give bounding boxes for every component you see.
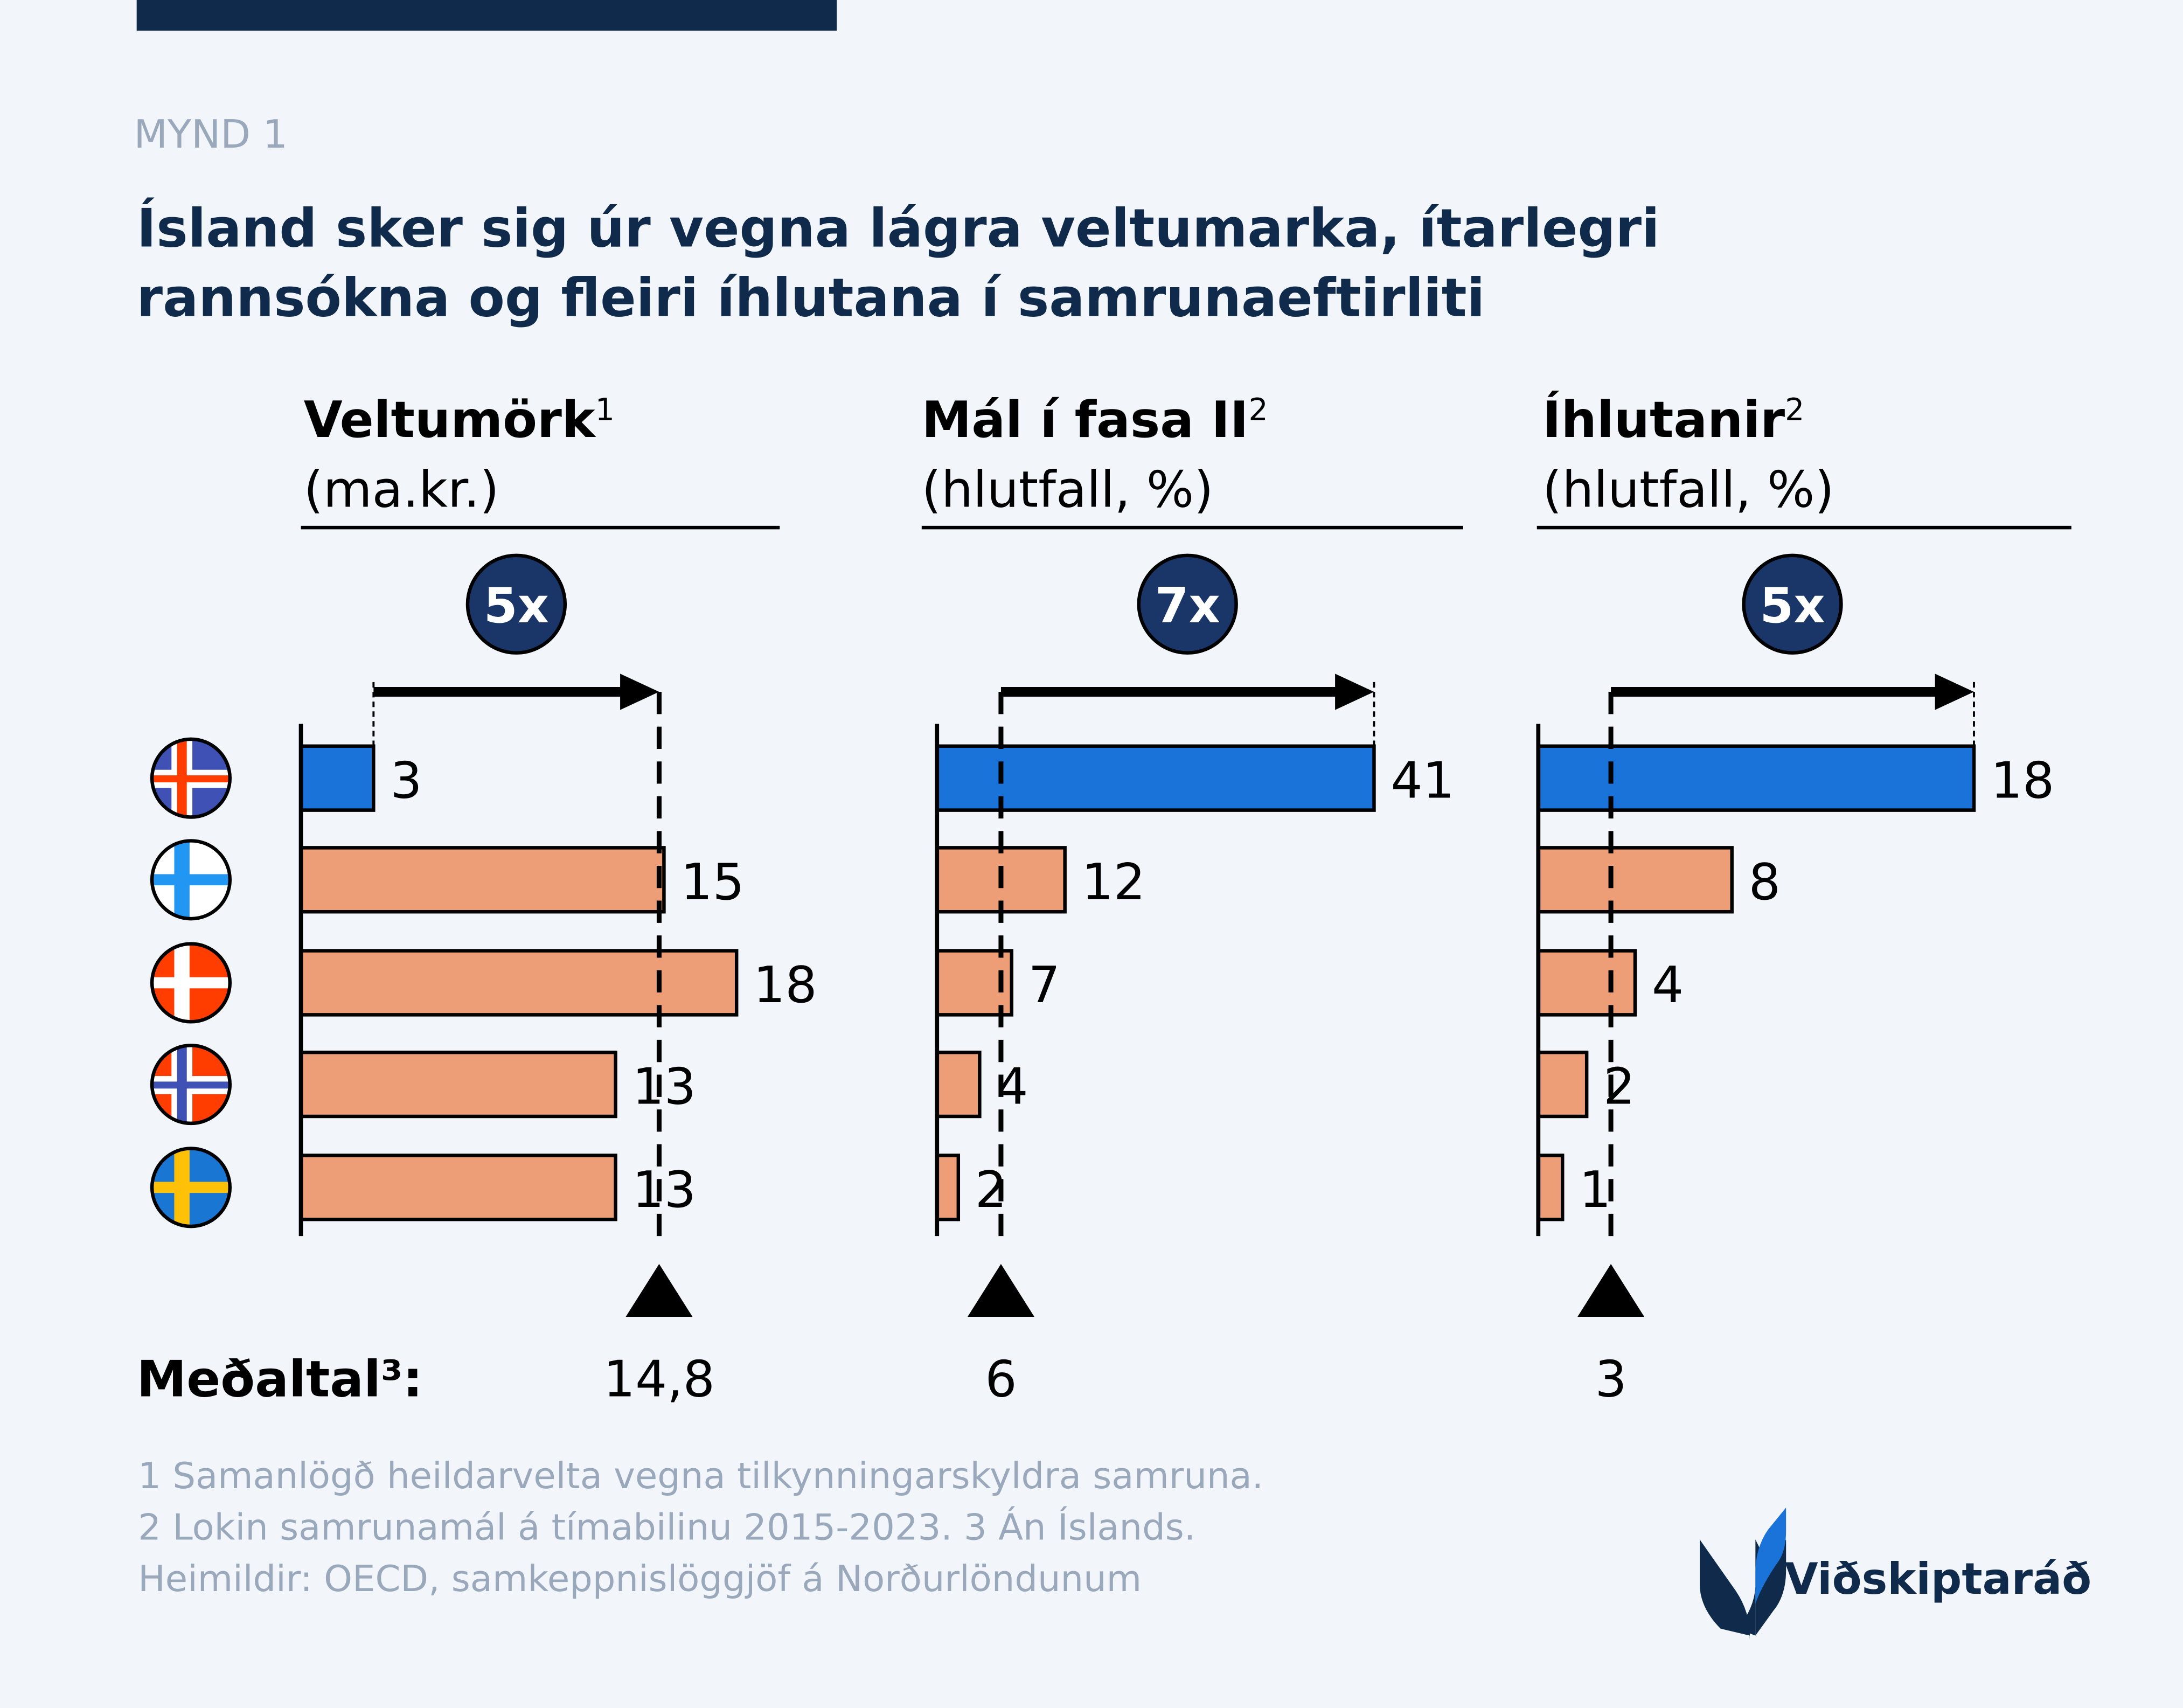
bar-value-label: 12 [1082, 853, 1145, 911]
flag-norway-icon [152, 1045, 230, 1123]
panel-title: Veltumörk1 [304, 391, 615, 449]
bar-value-label: 41 [1391, 751, 1454, 809]
bar-value-label: 18 [1991, 751, 2054, 809]
bar-iceland [935, 744, 1376, 812]
bar-denmark [299, 949, 739, 1017]
multiplier-badge [1137, 553, 1238, 655]
bar-value-label: 13 [632, 1058, 696, 1116]
title-line-2: rannsókna og fleiri íhlutana í samrunaef… [137, 267, 1485, 329]
bar-value-label: 2 [1603, 1058, 1635, 1116]
logo-blue-leaf-icon [1755, 1507, 1786, 1604]
bar-norway [299, 1050, 617, 1119]
bar-value-label: 18 [753, 956, 817, 1014]
mean-value: 14,8 [603, 1350, 715, 1408]
bar-finland [299, 846, 666, 914]
footnote-2: 2 Lokin samrunamál á tímabilinu 2015-202… [138, 1505, 1195, 1548]
flag-iceland-icon [152, 739, 230, 817]
bar-iceland [1537, 744, 1976, 812]
mean-value: 6 [985, 1350, 1017, 1408]
panel-3: Íhlutanir2 (hlutfall, %) 18 8 42 1 5x 3 [1536, 391, 2071, 1408]
multiplier-label: 5x [1760, 578, 1825, 634]
bar-sweden [299, 1154, 617, 1221]
title-line-1: Ísland sker sig úr vegna lágra veltumark… [137, 197, 1660, 259]
arrow-head-icon [620, 674, 659, 710]
bar-sweden [1537, 1154, 1565, 1221]
mean-triangle-icon [967, 1263, 1034, 1317]
multiplier-badge [1742, 553, 1843, 655]
bar-norway [1537, 1050, 1589, 1119]
mean-value: 3 [1595, 1350, 1627, 1408]
footnote-source: Heimildir: OECD, samkeppnislöggjöf á Nor… [138, 1558, 1142, 1600]
bar-finland [1537, 846, 1734, 914]
country-flags [150, 737, 232, 1228]
top-accent-bar [136, 0, 837, 31]
bar-value-label: 3 [390, 751, 422, 809]
panel-title: Mál í fasa II2 [922, 391, 1268, 449]
bar-value-label: 8 [1749, 853, 1781, 911]
mean-triangle-icon [625, 1263, 693, 1317]
bar-norway [935, 1050, 982, 1119]
figure-label: MYND 1 [134, 112, 288, 157]
multiplier-badge [465, 553, 567, 655]
bar-denmark [1537, 949, 1637, 1017]
multiplier-label: 7x [1155, 578, 1220, 634]
bar-value-label: 15 [680, 853, 744, 911]
multiplier-label: 5x [484, 578, 549, 634]
arrow-head-icon [1335, 674, 1374, 710]
flag-denmark-icon [152, 943, 230, 1022]
flag-finland-icon [152, 841, 230, 919]
bar-sweden [935, 1154, 961, 1221]
logo-text: Viðskiptaráð [1785, 1554, 2092, 1604]
panel-subtitle: (hlutfall, %) [922, 460, 1214, 518]
bar-value-label: 4 [1652, 956, 1684, 1014]
panel-subtitle: (ma.kr.) [304, 460, 499, 518]
panel-subtitle: (hlutfall, %) [1542, 460, 1834, 518]
bar-denmark [935, 949, 1013, 1017]
bar-iceland [299, 744, 376, 812]
mean-label: Meðaltal³: [137, 1350, 423, 1408]
bar-value-label: 13 [632, 1161, 696, 1219]
mean-triangle-icon [1577, 1263, 1645, 1317]
panel-title: Íhlutanir2 [1542, 391, 1804, 449]
bar-value-label: 1 [1579, 1161, 1611, 1219]
bar-value-label: 7 [1028, 956, 1060, 1014]
logo: Viðskiptaráð [1700, 1507, 2092, 1640]
footnote-1: 1 Samanlögð heildarvelta vegna tilkynnin… [138, 1455, 1263, 1497]
arrow-head-icon [1935, 674, 1974, 710]
flag-sweden-icon [152, 1148, 230, 1227]
